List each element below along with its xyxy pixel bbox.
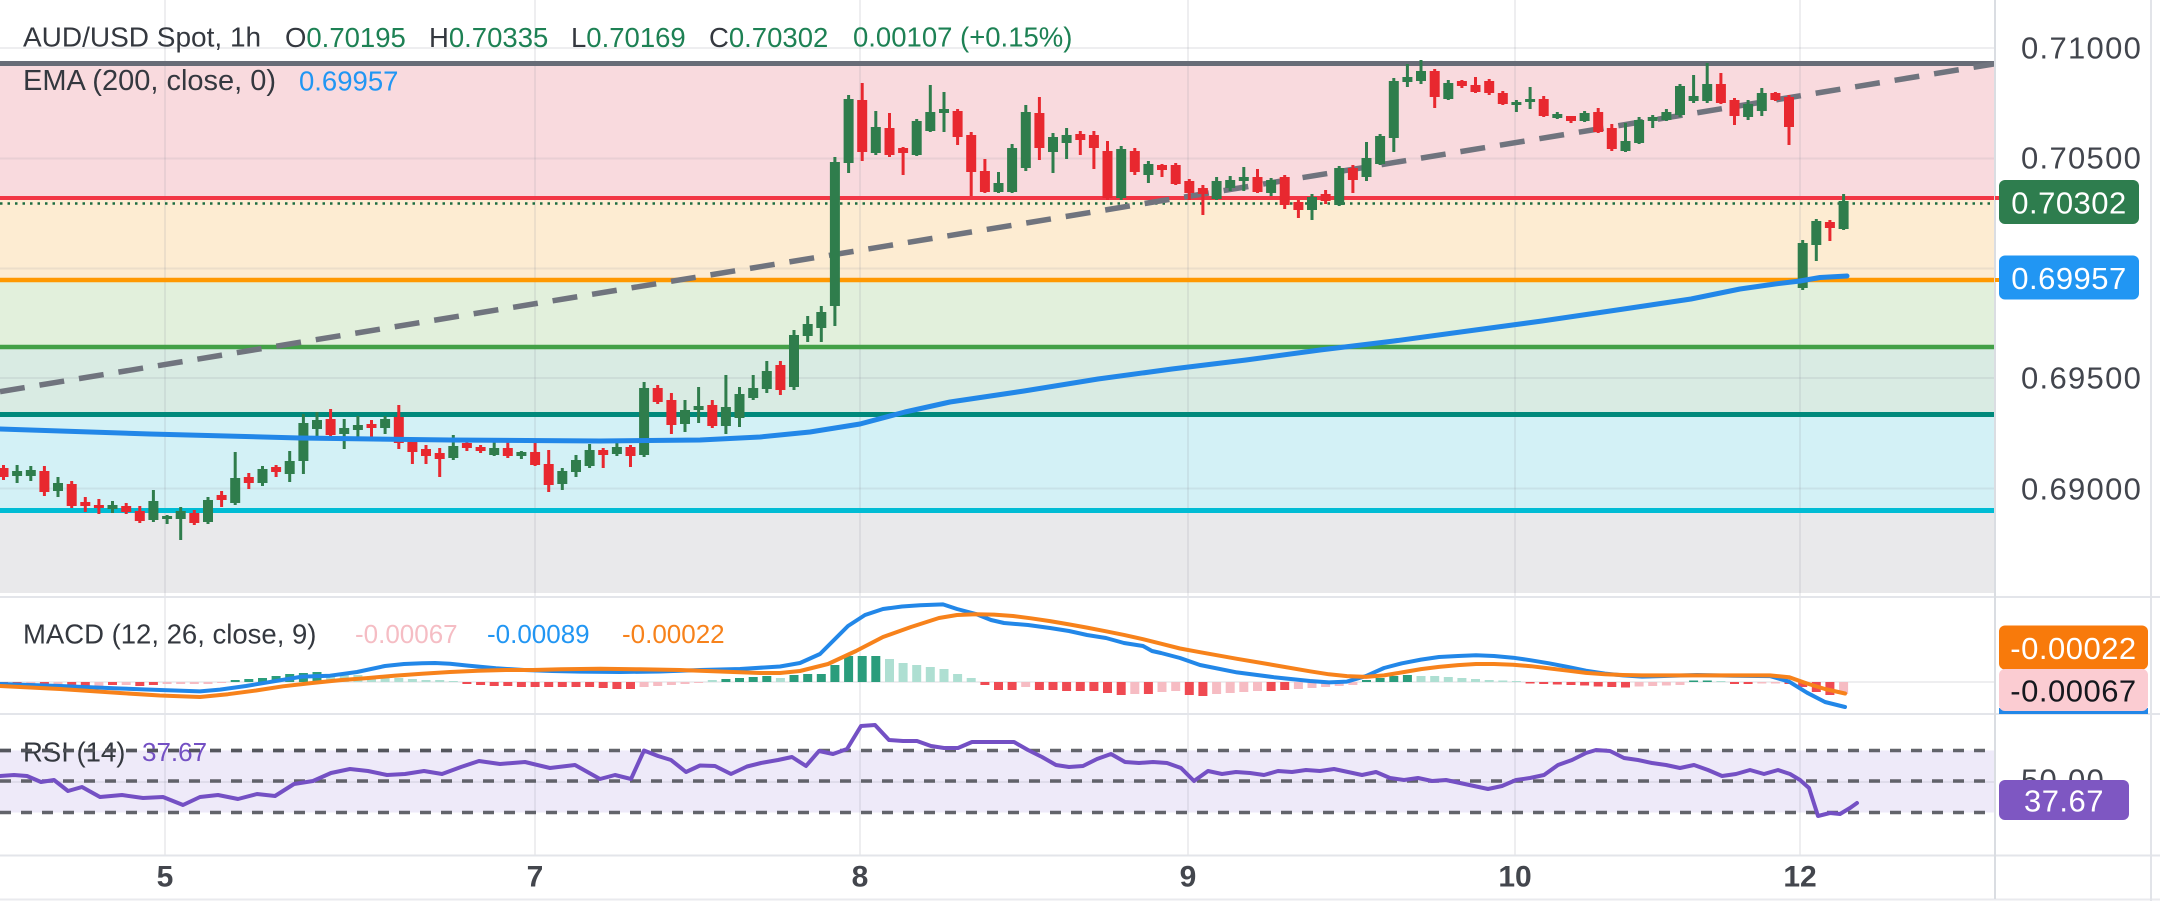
svg-text:-0.00022: -0.00022 [2010, 631, 2136, 666]
svg-text:0.69000: 0.69000 [2021, 472, 2142, 507]
svg-text:0.69957: 0.69957 [2011, 261, 2127, 296]
svg-text:AUD/USD Spot, 1h: AUD/USD Spot, 1h [23, 22, 261, 53]
svg-text:-0.00089: -0.00089 [487, 619, 590, 649]
svg-text:10: 10 [1498, 861, 1531, 894]
svg-text:0.69500: 0.69500 [2021, 361, 2142, 396]
svg-text:0.70500: 0.70500 [2021, 141, 2142, 176]
svg-text:0.71000: 0.71000 [2021, 31, 2142, 66]
svg-text:H0.70335: H0.70335 [429, 22, 548, 53]
svg-text:9: 9 [1180, 861, 1197, 894]
svg-text:C0.70302: C0.70302 [709, 22, 828, 53]
svg-text:5: 5 [157, 861, 174, 894]
svg-text:-0.00067: -0.00067 [355, 619, 458, 649]
svg-text:-0.00067: -0.00067 [2010, 674, 2136, 709]
svg-text:L0.70169: L0.70169 [571, 22, 686, 53]
svg-text:0.70302: 0.70302 [2011, 186, 2127, 221]
svg-text:EMA (200, close, 0): EMA (200, close, 0) [23, 65, 276, 97]
svg-text:0.69957: 0.69957 [299, 66, 398, 97]
svg-text:MACD (12, 26, close, 9): MACD (12, 26, close, 9) [23, 619, 316, 650]
svg-text:7: 7 [527, 861, 544, 894]
svg-text:-0.00022: -0.00022 [622, 619, 725, 649]
svg-text:8: 8 [852, 861, 869, 894]
svg-text:12: 12 [1783, 861, 1816, 894]
svg-text:37.67: 37.67 [2024, 784, 2104, 819]
svg-text:0.00107 (+0.15%): 0.00107 (+0.15%) [853, 22, 1072, 53]
svg-text:O0.70195: O0.70195 [285, 22, 406, 53]
